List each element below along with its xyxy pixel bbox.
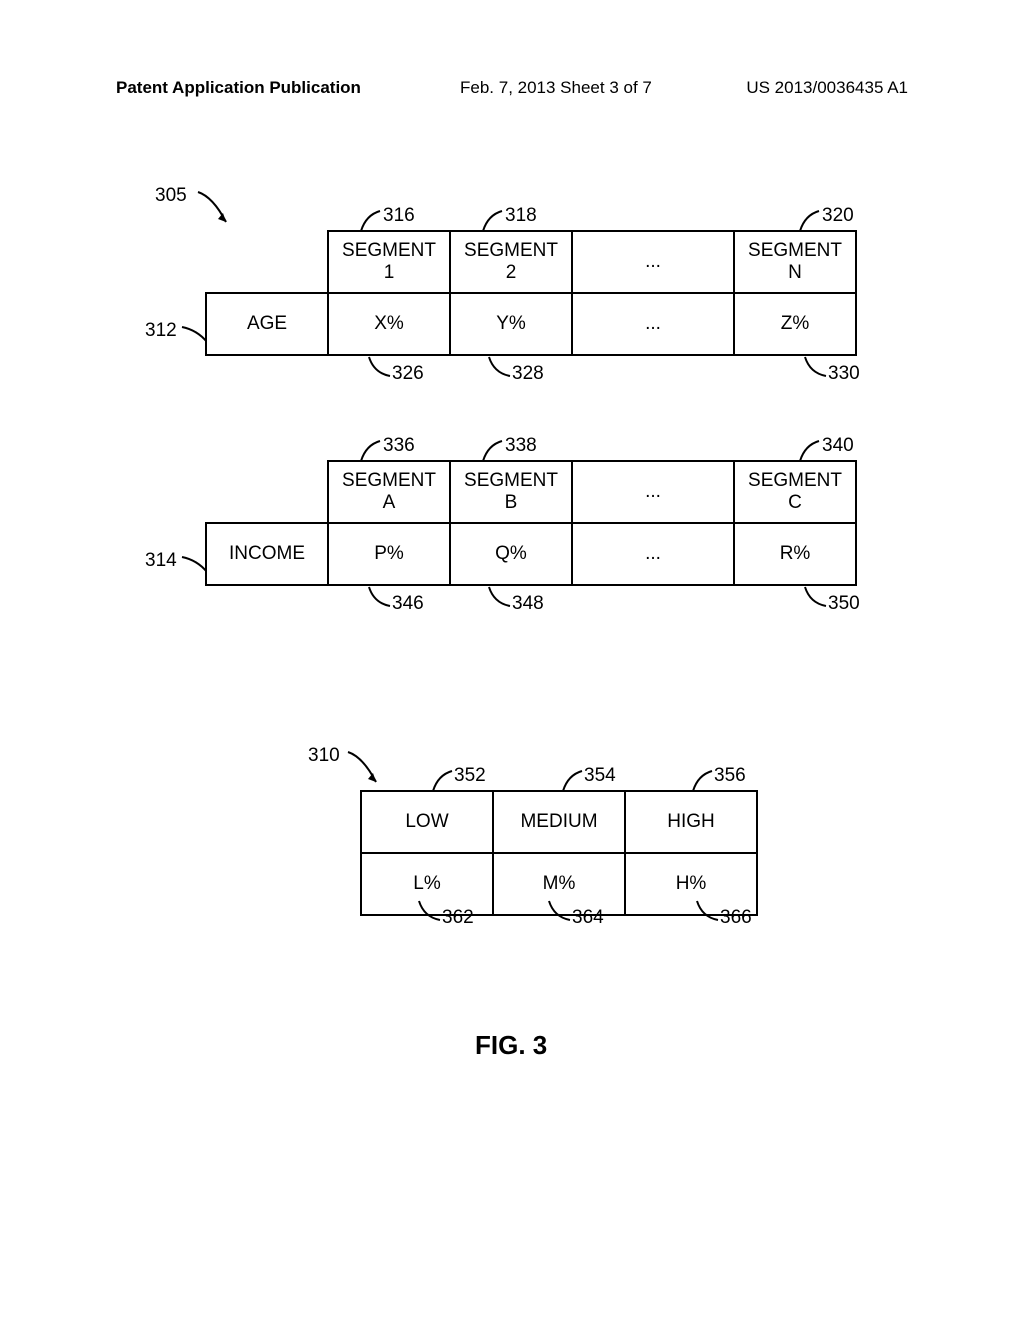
ref-318: 318 xyxy=(505,205,537,227)
col-segment-n: SEGMENT N xyxy=(734,231,856,293)
cell-p: P% xyxy=(328,523,450,585)
ref-362: 362 xyxy=(442,907,474,929)
cell-l: L% xyxy=(361,853,493,915)
date-sheet-label: Feb. 7, 2013 Sheet 3 of 7 xyxy=(460,78,652,98)
ref-356: 356 xyxy=(714,765,746,787)
col-ellipsis: ... xyxy=(572,231,734,293)
cell-y: Y% xyxy=(450,293,572,355)
ref-350: 350 xyxy=(828,593,860,615)
cell-h: H% xyxy=(625,853,757,915)
ref-305: 305 xyxy=(155,185,187,207)
ref-346: 346 xyxy=(392,593,424,615)
ref-328: 328 xyxy=(512,363,544,385)
figure-label: FIG. 3 xyxy=(475,1030,547,1061)
ref-320: 320 xyxy=(822,205,854,227)
table-age-segments: SEGMENT 1 SEGMENT 2 ... SEGMENT N AGE X%… xyxy=(205,230,857,356)
col-high: HIGH xyxy=(625,791,757,853)
table-low-med-high: LOW MEDIUM HIGH L% M% H% xyxy=(360,790,758,916)
ref-340: 340 xyxy=(822,435,854,457)
cell-x: X% xyxy=(328,293,450,355)
ref-338: 338 xyxy=(505,435,537,457)
ref-354: 354 xyxy=(584,765,616,787)
publication-number: US 2013/0036435 A1 xyxy=(746,78,908,98)
col-medium: MEDIUM xyxy=(493,791,625,853)
table-income-segments: SEGMENT A SEGMENT B ... SEGMENT C INCOME… xyxy=(205,460,857,586)
col-segment-1: SEGMENT 1 xyxy=(328,231,450,293)
row-label-income: INCOME xyxy=(206,523,328,585)
col-ellipsis-2: ... xyxy=(572,461,734,523)
ref-348: 348 xyxy=(512,593,544,615)
cell-z: Z% xyxy=(734,293,856,355)
col-segment-2: SEGMENT 2 xyxy=(450,231,572,293)
publication-label: Patent Application Publication xyxy=(116,78,361,98)
ref-326: 326 xyxy=(392,363,424,385)
ref-352: 352 xyxy=(454,765,486,787)
col-segment-c: SEGMENT C xyxy=(734,461,856,523)
ref-366: 366 xyxy=(720,907,752,929)
cell-ellipsis: ... xyxy=(572,293,734,355)
ref-314: 314 xyxy=(145,550,177,572)
ref-336: 336 xyxy=(383,435,415,457)
cell-m: M% xyxy=(493,853,625,915)
cell-r: R% xyxy=(734,523,856,585)
ref-312: 312 xyxy=(145,320,177,342)
ref-316: 316 xyxy=(383,205,415,227)
ref-364: 364 xyxy=(572,907,604,929)
cell-q: Q% xyxy=(450,523,572,585)
ref-310: 310 xyxy=(308,745,340,767)
cell-ellipsis-2: ... xyxy=(572,523,734,585)
col-segment-b: SEGMENT B xyxy=(450,461,572,523)
col-segment-a: SEGMENT A xyxy=(328,461,450,523)
row-label-age: AGE xyxy=(206,293,328,355)
ref-330: 330 xyxy=(828,363,860,385)
col-low: LOW xyxy=(361,791,493,853)
